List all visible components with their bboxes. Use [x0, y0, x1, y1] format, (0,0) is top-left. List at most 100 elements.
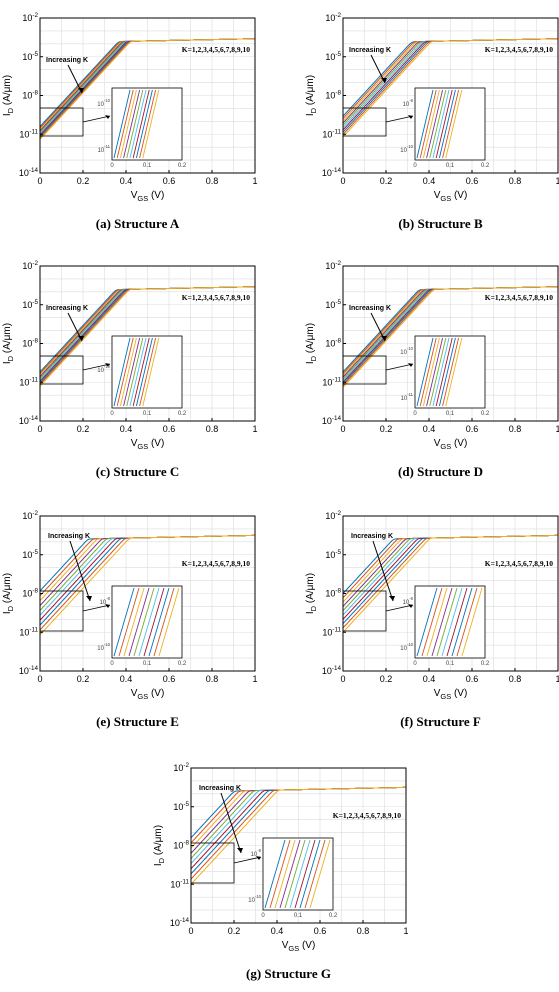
- y-tick-label: 10-14: [19, 665, 39, 676]
- k-values-label: K=1,2,3,4,5,6,7,8,9,10: [485, 293, 553, 302]
- increasing-k-arrow: [372, 540, 394, 602]
- inset-series-line-k9: [456, 587, 478, 657]
- x-tick-label: 0.8: [206, 424, 219, 434]
- inset-y-tick-label: 10-10: [97, 642, 110, 652]
- inset-x-tick-label: 0.1: [294, 913, 303, 919]
- inset-series-line-k7: [435, 337, 453, 407]
- inset-series-line-k3: [119, 337, 137, 407]
- inset-x-tick-label: 0.2: [481, 163, 490, 169]
- inset-series-line-k2: [116, 89, 134, 159]
- inset-series-line-k1: [113, 587, 135, 657]
- y-tick-label: 10-14: [322, 167, 342, 178]
- inset-series-line-k9: [304, 839, 326, 909]
- panel-caption: (a) Structure A: [96, 216, 180, 231]
- x-tick-label: 0.4: [423, 674, 436, 684]
- inset-series-line-k10: [461, 587, 483, 657]
- increasing-k-arrowhead: [389, 596, 395, 601]
- panel-caption: (c) Structure C: [96, 464, 180, 479]
- inset-series-line-k6: [129, 337, 147, 407]
- x-tick-label: 0.8: [509, 674, 522, 684]
- x-tick-label: 0.2: [380, 424, 393, 434]
- x-tick-label: 0.2: [77, 176, 90, 186]
- x-tick-label: 0.8: [509, 424, 522, 434]
- y-tick-label: 10-11: [170, 878, 189, 889]
- inset-series-line-k9: [153, 587, 175, 657]
- x-tick-label: 0: [340, 674, 345, 684]
- inset-pointer-arrowhead: [105, 363, 110, 367]
- series-group: [190, 786, 407, 885]
- inset-series-line-k9: [442, 89, 460, 159]
- increasing-k-label: Increasing K: [46, 305, 88, 312]
- y-tick-label: 10-14: [322, 665, 342, 676]
- inset-series-line-k4: [123, 337, 141, 407]
- inset-pointer-arrowhead: [256, 856, 261, 860]
- inset-series-line-k1: [264, 839, 286, 909]
- inset-x-tick-label: 0: [413, 661, 417, 667]
- x-tick-label: 0: [340, 176, 345, 186]
- increasing-k-arrowhead: [78, 88, 84, 93]
- x-tick-label: 0.6: [466, 674, 479, 684]
- inset-pointer-arrowhead: [105, 604, 110, 608]
- x-axis-label: VGS (V): [131, 688, 165, 701]
- inset-series-line-k3: [426, 587, 448, 657]
- x-tick-label: 0.2: [380, 674, 393, 684]
- y-tick-label: 10-2: [22, 260, 38, 271]
- series-group: [342, 38, 559, 138]
- inset-y-tick-label: 10-10: [400, 144, 413, 154]
- y-tick-label: 10-8: [22, 338, 38, 349]
- inset-pointer-arrowhead: [408, 604, 413, 608]
- increasing-k-arrow: [69, 540, 91, 602]
- inset-series-line-k3: [274, 839, 296, 909]
- y-tick-label: 10-11: [322, 128, 341, 139]
- inset-series-line-k1: [113, 89, 131, 159]
- inset-y-tick-label: 10-8: [403, 98, 414, 108]
- x-tick-label: 0: [188, 926, 193, 936]
- inset-series-line-k10: [445, 337, 463, 407]
- x-tick-label: 0.8: [206, 176, 219, 186]
- series-group: [39, 38, 256, 140]
- series-line-k10: [39, 286, 256, 387]
- inset-series-line-k10: [445, 89, 463, 159]
- inset-x-tick-label: 0.2: [481, 411, 490, 417]
- inset-x-tick-label: 0: [110, 163, 114, 169]
- x-tick-label: 1: [555, 176, 559, 186]
- y-tick-label: 10-5: [22, 51, 38, 62]
- x-tick-label: 1: [252, 176, 257, 186]
- increasing-k-arrowhead: [237, 848, 243, 853]
- y-tick-label: 10-14: [19, 167, 39, 178]
- inset-x-tick-label: 0: [110, 411, 114, 417]
- y-tick-label: 10-2: [22, 510, 38, 521]
- x-tick-label: 0.2: [380, 176, 393, 186]
- y-tick-label: 10-2: [325, 260, 341, 271]
- y-tick-label: 10-11: [322, 376, 341, 387]
- inset-pointer-arrowhead: [105, 115, 110, 119]
- inset-x-tick-label: 0.2: [329, 913, 338, 919]
- x-tick-label: 1: [555, 674, 559, 684]
- x-tick-label: 0.4: [120, 176, 133, 186]
- inset-y-tick-label: 10-11: [401, 392, 414, 402]
- inset-series-line-k9: [139, 89, 157, 159]
- inset-y-tick-label: 10-10: [97, 364, 110, 374]
- increasing-k-label: Increasing K: [48, 533, 90, 540]
- inset-series-line-k8: [438, 337, 456, 407]
- y-tick-label: 10-2: [325, 510, 341, 521]
- inset-pointer-arrow: [385, 115, 414, 123]
- y-axis-label: ID (A/μm): [2, 75, 15, 116]
- x-tick-label: 1: [252, 424, 257, 434]
- x-axis-label: VGS (V): [282, 940, 316, 953]
- x-axis-label: VGS (V): [434, 438, 468, 451]
- inset-y-tick-label: 10-8: [100, 596, 111, 606]
- series-line-k10: [190, 786, 407, 885]
- inset-series-group: [416, 89, 463, 159]
- inset-series-line-k7: [446, 587, 468, 657]
- panel-caption: (d) Structure D: [398, 464, 483, 479]
- x-tick-label: 0: [37, 176, 42, 186]
- panel-caption: (e) Structure E: [96, 714, 179, 729]
- inset-series-line-k6: [441, 587, 463, 657]
- inset-series-line-k3: [422, 89, 440, 159]
- inset-pointer-arrowhead: [408, 363, 413, 367]
- x-axis-label: VGS (V): [434, 190, 468, 203]
- x-tick-label: 0.8: [206, 674, 219, 684]
- inset-series-group: [264, 839, 331, 909]
